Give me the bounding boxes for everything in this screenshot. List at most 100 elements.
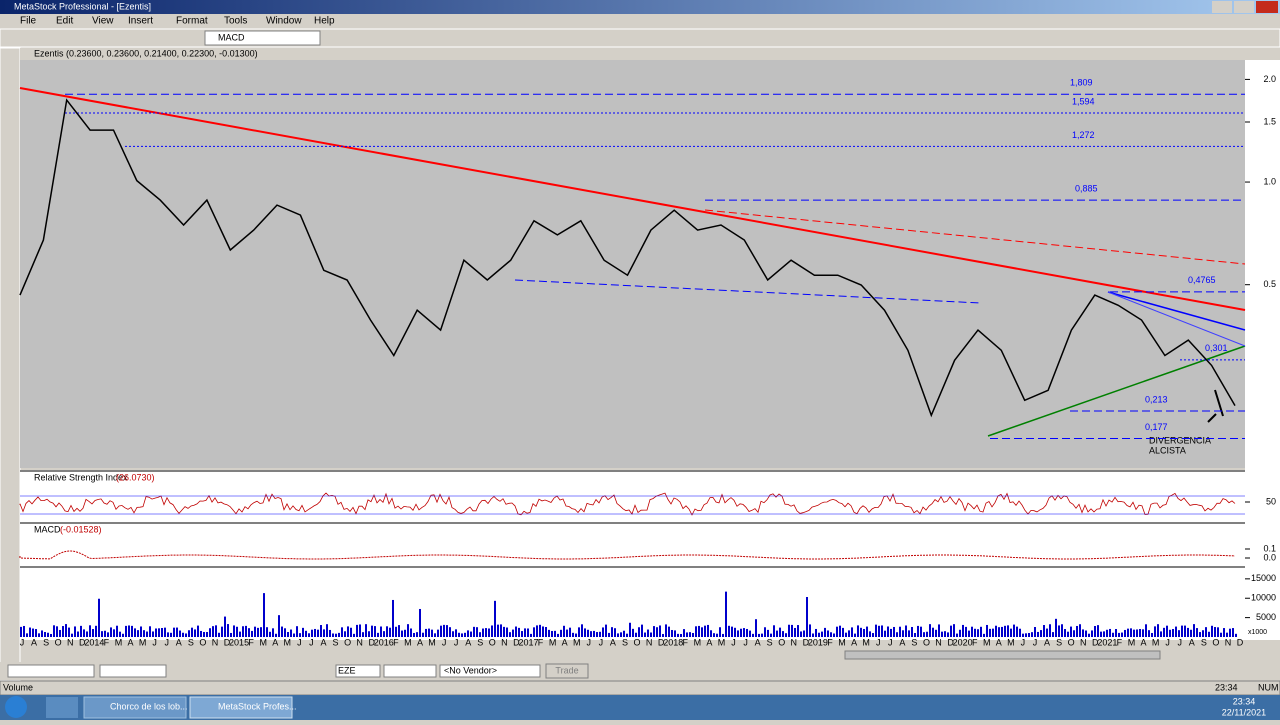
volume-bar [803, 630, 805, 637]
x-tick-label: M [1152, 637, 1160, 647]
x-tick-label: M [139, 637, 147, 647]
volume-bar [1094, 626, 1096, 637]
volume-bar [941, 631, 943, 637]
volume-bar [116, 625, 118, 637]
volume-bar [293, 633, 295, 637]
volume-bar [464, 632, 466, 637]
volume-bar [878, 625, 880, 637]
volume-bar [1088, 633, 1090, 637]
menu-item[interactable]: View [92, 16, 114, 27]
task-button[interactable] [189, 696, 293, 719]
volume-bar [593, 630, 595, 637]
volume-bar [893, 626, 895, 637]
volume-bar [782, 631, 784, 637]
y-tick-label: 15000 [1251, 573, 1276, 583]
trade-button[interactable] [545, 663, 589, 679]
line-width-combo[interactable] [99, 664, 167, 678]
x-tick-label: F [1117, 637, 1123, 647]
start-button[interactable] [5, 696, 27, 718]
volume-bar [959, 629, 961, 637]
x-tick-label: J [599, 637, 604, 647]
rsi-value: (26.0730) [116, 472, 155, 482]
volume-bar [824, 627, 826, 637]
indicator-combo[interactable] [204, 30, 321, 46]
vendor-combo[interactable] [439, 664, 541, 678]
menu-item[interactable]: Window [266, 16, 302, 27]
volume-bar [773, 625, 775, 637]
volume-bar [728, 625, 730, 637]
volume-bar [764, 627, 766, 637]
x-tick-label: A [899, 637, 905, 647]
volume-bar [1229, 628, 1231, 637]
volume-bar [623, 630, 625, 637]
menu-item[interactable]: Tools [224, 16, 247, 27]
x-tick-label: D [1237, 637, 1244, 647]
volume-bar [59, 629, 61, 637]
volume-bar [209, 628, 211, 637]
menu-item[interactable]: File [20, 16, 37, 27]
status-time: 23:34 [1215, 682, 1238, 692]
minimize-button[interactable] [1212, 1, 1232, 13]
volume-bar [359, 624, 361, 637]
volume-bar [965, 626, 967, 637]
volume-bar [797, 625, 799, 637]
volume-bar [125, 625, 127, 637]
volume-bar [905, 625, 907, 637]
volume-bar [47, 632, 49, 637]
vendor: <No Vendor> [444, 665, 497, 675]
volume-bar [560, 629, 562, 637]
x-tick-label: A [128, 637, 134, 647]
volume-bar [1043, 625, 1045, 637]
x-tick-label: J [876, 637, 881, 647]
volume-bar [881, 625, 883, 637]
volume-bar [479, 632, 481, 637]
volume-bar [971, 626, 973, 637]
volume-bar [134, 628, 136, 637]
volume-bar [413, 632, 415, 637]
fib-label: 0,885 [1075, 184, 1098, 194]
bottom-toolbar [0, 662, 1280, 680]
volume-bar [38, 633, 40, 637]
volume-bar [635, 632, 637, 637]
volume-bar [836, 626, 838, 637]
line-style-combo[interactable] [7, 664, 95, 678]
volume-bar [509, 632, 511, 637]
volume-bar [332, 633, 334, 637]
volume-bar [704, 625, 706, 637]
explorer-button[interactable] [46, 697, 78, 718]
menu-item[interactable]: Format [176, 16, 208, 27]
volume-bar [857, 625, 859, 637]
maximize-button[interactable] [1234, 1, 1254, 13]
x-tick-label: J [1165, 637, 1170, 647]
combo[interactable] [383, 664, 437, 678]
x-tick-label: M [404, 637, 412, 647]
fib-label: 0,301 [1205, 343, 1228, 353]
volume-bar [1130, 628, 1132, 637]
menu-item[interactable]: Insert [128, 16, 153, 27]
volume-bar [1169, 629, 1171, 637]
volume-bar [671, 629, 673, 637]
channel-line [514, 279, 981, 304]
task-button[interactable] [83, 696, 187, 719]
volume-bar [608, 632, 610, 637]
symbol-box[interactable] [335, 664, 381, 678]
y-tick-label: 2.0 [1263, 74, 1276, 84]
x-tick-label: F [393, 637, 399, 647]
volume-bar [992, 628, 994, 637]
volume-bar [269, 631, 271, 637]
close-button[interactable] [1256, 1, 1278, 13]
title-bar [0, 0, 1280, 14]
volume-bar [467, 630, 469, 637]
volume-bar [281, 626, 283, 637]
menu-item[interactable]: Help [314, 16, 335, 27]
menu-item[interactable]: Edit [56, 16, 73, 27]
volume-bar [776, 630, 778, 637]
volume-bar [50, 633, 52, 637]
scrollbar[interactable] [844, 650, 1161, 660]
volume-bar [1199, 632, 1201, 637]
status-text: Volume [3, 682, 33, 692]
volume-bar [1058, 625, 1060, 637]
volume-bar [563, 625, 565, 637]
x-tick-label: D [803, 637, 810, 647]
volume-bar [788, 624, 790, 637]
